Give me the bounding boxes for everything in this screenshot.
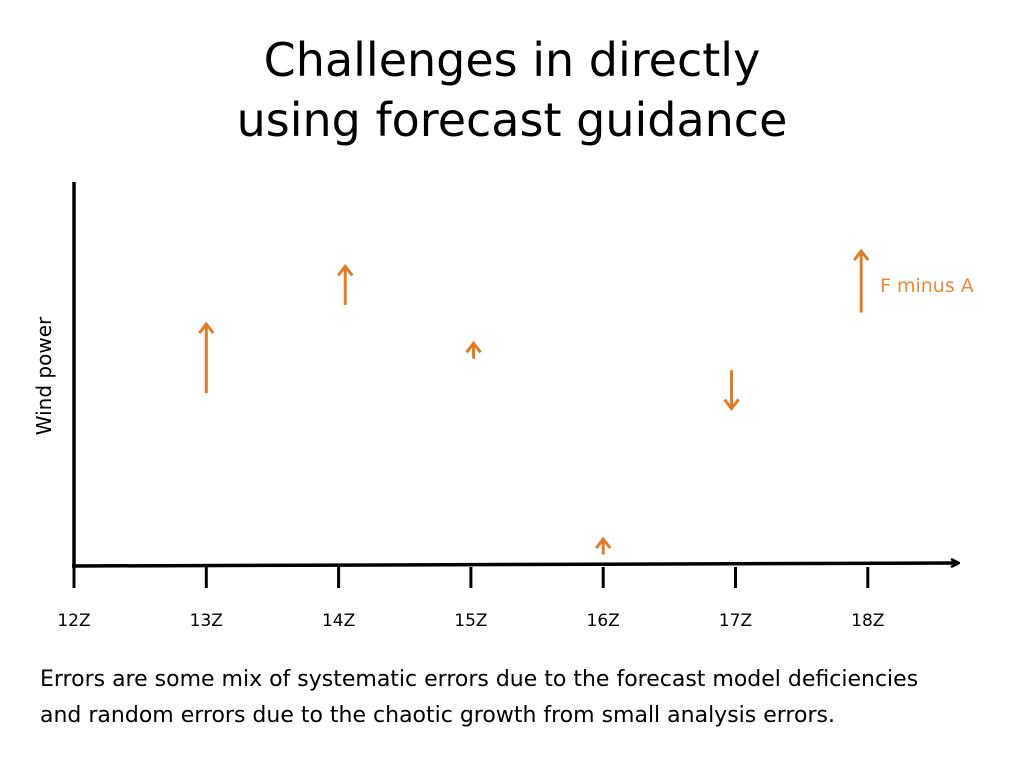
error-arrow [595,536,612,555]
caption-line-2: and random errors due to the chaotic gro… [40,703,835,728]
x-tick-label: 15Z [454,611,487,631]
legend-label: F minus A [880,275,974,297]
error-arrow [723,370,740,412]
x-tick-label: 16Z [587,611,620,631]
arrow-head [723,398,740,412]
error-arrows [198,248,870,555]
x-axis-ticks [72,566,870,588]
caption-line-1: Errors are some mix of systematic errors… [40,667,919,692]
x-tick-label: 17Z [719,611,752,631]
arrow-head [465,340,482,354]
x-tick-label: 18Z [851,611,884,631]
slide-caption: Errors are some mix of systematic errors… [40,662,1000,734]
x-tick-label: 14Z [322,611,355,631]
slide-title-line-1: Challenges in directly [263,33,761,87]
x-axis-tick-labels: 12Z 13Z 14Z 15Z 16Z 17Z 18Z [57,611,884,631]
error-arrow [465,340,482,359]
x-tick-label: 12Z [57,611,90,631]
y-axis-label: Wind power [32,316,56,436]
slide-title: Challenges in directly using forecast gu… [0,30,1024,150]
arrow-head [337,264,354,277]
x-axis [71,563,958,566]
error-arrow [198,321,215,394]
error-arrow [853,248,870,313]
arrow-head [198,321,215,335]
error-arrow [337,264,354,305]
arrow-head [595,536,612,550]
slide-title-line-2: using forecast guidance [236,93,788,147]
x-tick-label: 13Z [190,611,223,631]
arrow-head [853,248,870,262]
